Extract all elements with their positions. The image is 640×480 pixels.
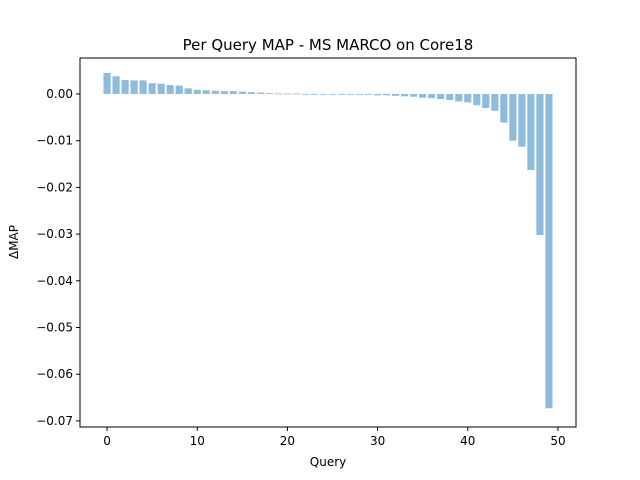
bar-query-5 (148, 83, 156, 94)
bars-group (103, 72, 553, 409)
y-tick-label: −0.04 (36, 274, 73, 288)
y-tick-label: −0.06 (36, 367, 73, 381)
bar-query-34 (410, 93, 418, 97)
bar-query-31 (383, 93, 391, 96)
bar-query-48 (536, 93, 544, 236)
bar-query-30 (373, 93, 382, 96)
y-tick-label: −0.05 (36, 321, 73, 335)
bar-query-2 (121, 79, 129, 94)
y-tick-label: 0.00 (46, 87, 73, 101)
y-tick-label: −0.03 (36, 227, 73, 241)
bar-query-0 (103, 72, 111, 94)
x-tick-label: 50 (550, 434, 565, 448)
plot-frame (79, 57, 577, 428)
bar-query-11 (202, 90, 210, 94)
bar-query-12 (211, 90, 219, 94)
bar-query-22 (301, 93, 310, 95)
bar-query-16 (247, 92, 255, 94)
bar-query-18 (265, 93, 273, 94)
x-axis-label: Query (310, 455, 346, 469)
bar-query-10 (193, 89, 201, 94)
x-axis: 0 10 20 30 40 50 (103, 427, 566, 448)
y-axis: 0.00 −0.01 −0.02 −0.03 −0.04 −0.05 −0.06 −0.07 (36, 87, 80, 428)
bar-query-14 (229, 91, 237, 94)
chart-title: Per Query MAP - MS MARCO on Core18 (183, 36, 474, 54)
bar-query-40 (464, 93, 472, 103)
y-tick-label: −0.01 (36, 134, 73, 148)
bar-query-20 (283, 93, 292, 95)
bar-query-23 (310, 93, 319, 95)
x-tick-label: 40 (460, 434, 475, 448)
bar-query-8 (175, 85, 183, 94)
bar-query-38 (446, 93, 454, 101)
bar-query-15 (238, 91, 246, 94)
y-tick-label: −0.02 (36, 180, 73, 194)
bar-query-9 (184, 88, 192, 94)
bar-query-3 (130, 80, 138, 94)
bar-query-29 (364, 93, 373, 95)
bar-query-19 (274, 93, 282, 95)
bar-query-13 (220, 91, 228, 94)
bar-query-24 (319, 93, 328, 95)
bar-query-33 (401, 93, 409, 97)
x-tick-label: 30 (370, 434, 385, 448)
y-axis-label: ΔMAP (7, 225, 21, 259)
bar-query-32 (392, 93, 400, 96)
x-tick-label: 0 (103, 434, 111, 448)
bar-query-39 (455, 93, 463, 102)
bar-query-41 (473, 93, 481, 106)
bar-query-46 (518, 93, 526, 147)
bar-query-21 (292, 93, 301, 95)
bar-query-7 (166, 85, 174, 94)
bar-query-42 (482, 93, 490, 108)
bar-query-1 (112, 76, 120, 94)
bar-query-36 (428, 93, 436, 99)
bar-query-45 (509, 93, 517, 141)
x-tick-label: 10 (190, 434, 205, 448)
bar-query-27 (346, 93, 355, 95)
bar-query-25 (328, 93, 337, 95)
bar-query-6 (157, 83, 165, 94)
bar-query-44 (500, 93, 508, 123)
bar-query-37 (437, 93, 445, 100)
x-tick-label: 20 (280, 434, 295, 448)
bar-query-4 (139, 80, 147, 94)
y-tick-label: −0.07 (36, 414, 73, 428)
bar-query-47 (527, 93, 535, 171)
bar-query-43 (491, 93, 499, 111)
bar-query-26 (337, 93, 346, 95)
bar-query-35 (419, 93, 427, 98)
bar-query-17 (256, 92, 264, 94)
bar-query-28 (355, 93, 364, 95)
bar-query-49 (545, 93, 553, 409)
